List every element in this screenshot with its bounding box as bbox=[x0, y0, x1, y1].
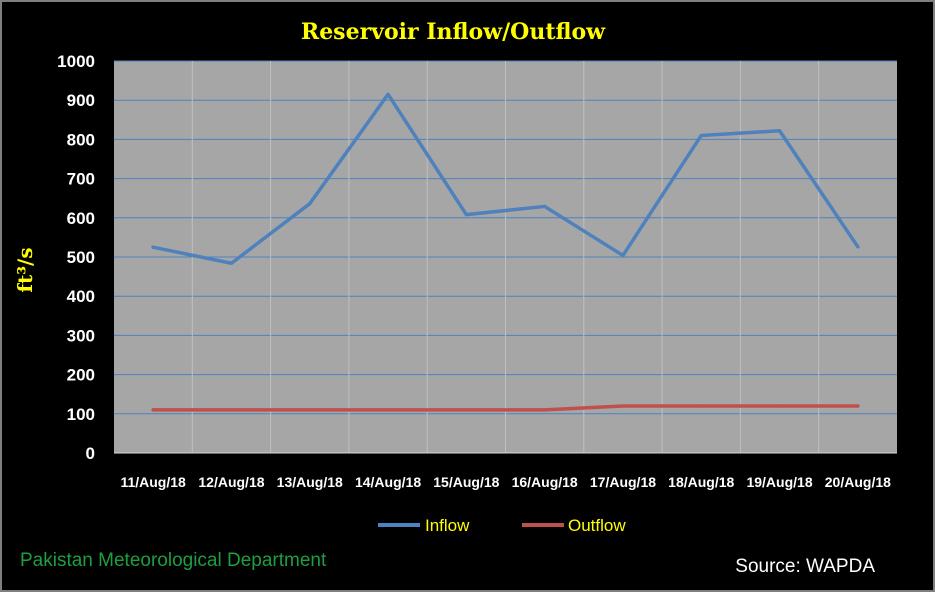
x-tick-label: 16/Aug/18 bbox=[512, 474, 578, 490]
y-axis-label: ft³/s bbox=[13, 247, 37, 292]
data-point-inflow bbox=[308, 202, 312, 206]
y-tick-label: 700 bbox=[67, 170, 95, 189]
series-line-inflow bbox=[151, 92, 860, 266]
data-point-outflow bbox=[229, 408, 233, 412]
x-tick-label: 20/Aug/18 bbox=[825, 474, 891, 490]
legend-label-inflow: Inflow bbox=[425, 516, 470, 535]
data-point-inflow bbox=[621, 253, 625, 257]
data-point-outflow bbox=[308, 408, 312, 412]
y-tick-label: 0 bbox=[86, 444, 95, 463]
data-point-outflow bbox=[543, 408, 547, 412]
gridlines bbox=[114, 60, 897, 454]
data-point-inflow bbox=[151, 245, 155, 249]
legend-label-outflow: Outflow bbox=[568, 516, 626, 535]
x-tick-label: 19/Aug/18 bbox=[746, 474, 812, 490]
y-tick-label: 600 bbox=[67, 209, 95, 228]
x-tick-label: 13/Aug/18 bbox=[277, 474, 343, 490]
data-point-outflow bbox=[464, 408, 468, 412]
y-tick-label: 200 bbox=[67, 366, 95, 385]
data-point-inflow bbox=[386, 92, 390, 96]
y-tick-label: 100 bbox=[67, 405, 95, 424]
series-line-outflow bbox=[151, 404, 860, 412]
organization-credit: Pakistan Meteorological Department bbox=[20, 550, 327, 571]
source-credit: Source: WAPDA bbox=[735, 556, 875, 577]
y-tick-label: 400 bbox=[67, 287, 95, 306]
data-point-inflow bbox=[464, 213, 468, 217]
y-tick-label: 500 bbox=[67, 248, 95, 267]
x-tick-label: 17/Aug/18 bbox=[590, 474, 656, 490]
data-point-outflow bbox=[621, 404, 625, 408]
data-point-outflow bbox=[856, 404, 860, 408]
series-lines bbox=[151, 92, 860, 412]
x-tick-label: 12/Aug/18 bbox=[198, 474, 264, 490]
x-tick-label: 15/Aug/18 bbox=[433, 474, 499, 490]
data-point-outflow bbox=[778, 404, 782, 408]
y-tick-label: 800 bbox=[67, 130, 95, 149]
data-point-outflow bbox=[386, 408, 390, 412]
y-axis-ticks: 0 100 200 300 400 500 600 700 800 900 1000 bbox=[57, 52, 95, 463]
x-tick-label: 14/Aug/18 bbox=[355, 474, 421, 490]
x-tick-label: 18/Aug/18 bbox=[668, 474, 734, 490]
y-tick-label: 1000 bbox=[57, 52, 95, 71]
data-point-inflow bbox=[856, 245, 860, 249]
data-point-inflow bbox=[778, 129, 782, 133]
data-point-inflow bbox=[699, 133, 703, 137]
chart-title: Reservoir Inflow/Outflow bbox=[301, 19, 606, 45]
y-tick-label: 300 bbox=[67, 326, 95, 345]
data-point-outflow bbox=[699, 404, 703, 408]
data-point-inflow bbox=[543, 204, 547, 208]
legend: Inflow Outflow bbox=[378, 516, 626, 535]
y-tick-label: 900 bbox=[67, 91, 95, 110]
data-point-inflow bbox=[229, 261, 233, 265]
x-tick-label: 11/Aug/18 bbox=[120, 474, 186, 490]
data-point-outflow bbox=[151, 408, 155, 412]
x-axis-ticks: 11/Aug/18 12/Aug/18 13/Aug/18 14/Aug/18 15/A… bbox=[120, 474, 891, 490]
